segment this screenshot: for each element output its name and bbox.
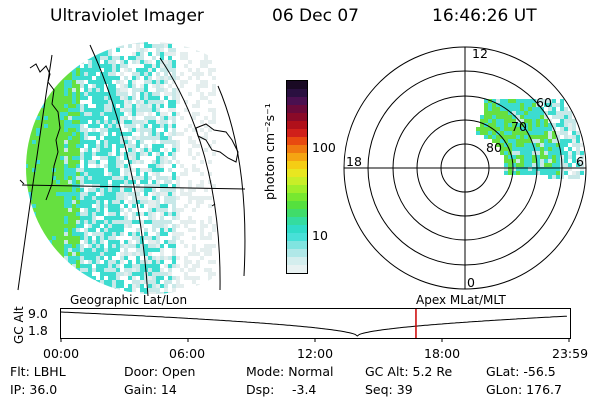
colorbar-swatch (287, 217, 307, 225)
time-tick-1800: 18:00 (424, 346, 461, 361)
info-glon: GLon: 176.7 (486, 382, 562, 397)
info-gc-alt: GC Alt: 5.2 Re (365, 364, 453, 379)
colorbar-swatch (287, 241, 307, 249)
date-label: 06 Dec 07 (272, 6, 359, 26)
info-glat: GLat: -56.5 (486, 364, 556, 379)
instrument-title: Ultraviolet Imager (50, 6, 204, 26)
altitude-curve (60, 311, 567, 337)
altitude-plot-frame (60, 308, 571, 339)
colorbar (286, 80, 308, 274)
info-mode: Mode: Normal (246, 364, 334, 379)
time-tick-0600: 06:00 (169, 346, 206, 361)
colorbar-tick-10: 10 (312, 228, 328, 243)
colorbar-swatch (287, 113, 307, 121)
colorbar-tick-100: 100 (312, 140, 336, 155)
colorbar-swatch (287, 137, 307, 145)
colorbar-swatch (287, 89, 307, 97)
colorbar-swatch (287, 169, 307, 177)
geo-parallel (21, 184, 246, 190)
mlt-label-0: 0 (467, 275, 475, 290)
geographic-panel-label: Geographic Lat/Lon (70, 293, 188, 307)
colorbar-swatch (287, 129, 307, 137)
mlt-label-12: 12 (472, 46, 488, 61)
mlt-label-18: 18 (346, 154, 362, 169)
colorbar-swatch (287, 97, 307, 105)
info-ip: IP: 36.0 (10, 382, 58, 397)
lat-label-60: 60 (536, 95, 552, 110)
colorbar-swatch (287, 257, 307, 265)
polar-emission-dots (476, 99, 584, 179)
lat-label-80: 80 (486, 140, 502, 155)
colorbar-label: photon cm⁻²s⁻¹ (262, 103, 277, 200)
colorbar-swatch (287, 81, 307, 89)
colorbar-swatch (287, 161, 307, 169)
lat-label-70: 70 (511, 119, 527, 134)
colorbar-swatch (287, 209, 307, 217)
colorbar-swatch (287, 265, 307, 273)
info-door: Door: Open (124, 364, 196, 379)
info-seq: Seq: 39 (365, 382, 413, 397)
gc-alt-axis-label: GC Alt (12, 306, 26, 344)
geographic-image (17, 42, 246, 297)
mlt-label-6: 6 (576, 154, 584, 169)
colorbar-swatch (287, 185, 307, 193)
colorbar-swatch (287, 121, 307, 129)
alt-tick-9: 9.0 (28, 306, 48, 321)
colorbar-swatch (287, 233, 307, 241)
altitude-x-ticks (60, 338, 570, 342)
colorbar-swatch (287, 201, 307, 209)
altitude-plot (60, 308, 571, 342)
info-dsp-value: -3.4 (292, 382, 317, 397)
colorbar-swatch (287, 193, 307, 201)
polar-plot: 12 18 6 0 60 70 80 (343, 46, 587, 290)
time-tick-1200: 12:00 (297, 346, 334, 361)
colorbar-swatch (287, 153, 307, 161)
apex-panel-label: Apex MLat/MLT (416, 293, 506, 307)
alt-tick-1-8: 1.8 (28, 323, 48, 338)
colorbar-swatch (287, 225, 307, 233)
time-tick-2359: 23:59 (552, 346, 589, 361)
colorbar-swatch (287, 177, 307, 185)
info-dsp-label: Dsp: (246, 382, 275, 397)
info-filter: Flt: LBHL (10, 364, 66, 379)
time-tick-0000: 00:00 (43, 346, 80, 361)
colorbar-swatch (287, 249, 307, 257)
info-gain: Gain: 14 (124, 382, 177, 397)
time-label: 16:46:26 UT (432, 6, 537, 26)
coastlines (19, 63, 239, 207)
colorbar-swatch (287, 145, 307, 153)
colorbar-swatch (287, 105, 307, 113)
